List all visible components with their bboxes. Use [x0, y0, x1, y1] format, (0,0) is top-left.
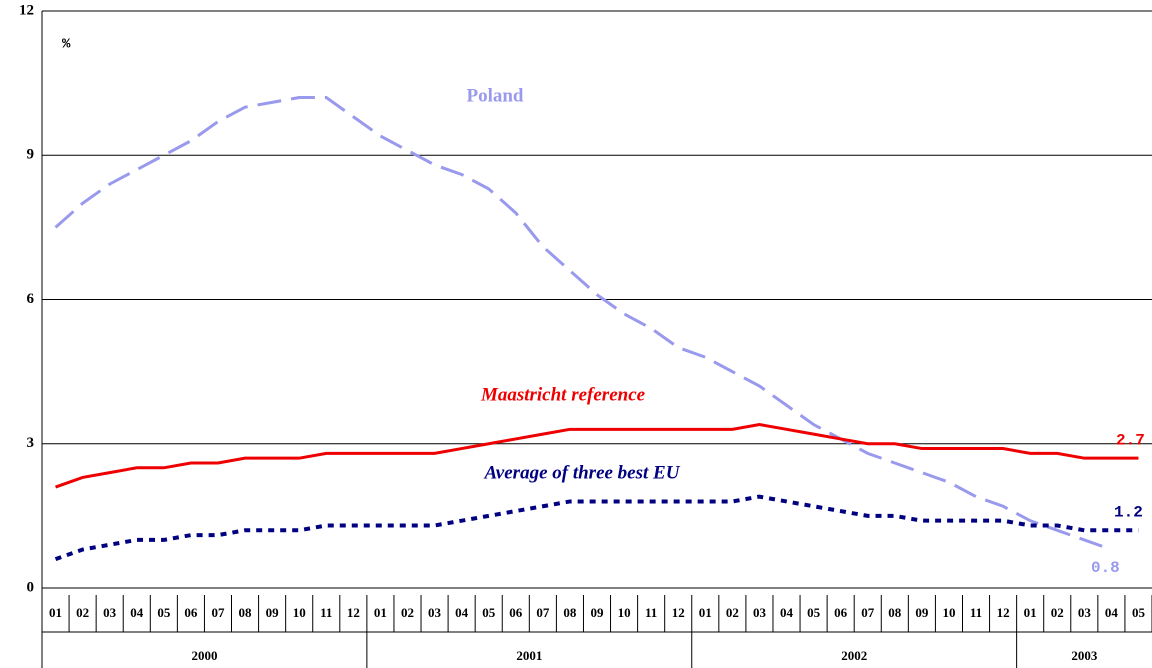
x-tick-label: 09: [266, 605, 280, 620]
x-tick-label: 08: [239, 605, 253, 620]
x-group-label: 2000: [191, 648, 217, 663]
x-tick-label: 01: [374, 605, 387, 620]
x-tick-label: 07: [536, 605, 550, 620]
y-tick-label: 0: [27, 579, 35, 595]
y-tick-label: 12: [19, 2, 34, 18]
line-series: [54, 96, 1112, 551]
x-tick-label: 04: [780, 605, 794, 620]
y-tick-label: 9: [27, 147, 35, 163]
x-tick-label: 12: [997, 605, 1010, 620]
data-label: 1.2: [1114, 504, 1143, 522]
x-tick-label: 03: [428, 605, 442, 620]
line-series: [54, 494, 1139, 562]
series-label: Average of three best EU: [484, 462, 681, 483]
series-label: Maastricht reference: [480, 384, 646, 405]
x-tick-label: 03: [103, 605, 117, 620]
x-tick-label: 06: [834, 605, 848, 620]
x-tick-label: 05: [157, 605, 171, 620]
x-tick-label: 11: [320, 605, 332, 620]
x-group-label: 2001: [516, 648, 542, 663]
x-tick-label: 01: [49, 605, 62, 620]
x-tick-label: 09: [915, 605, 929, 620]
x-tick-label: 04: [1105, 605, 1119, 620]
y-axis-label: %: [62, 37, 71, 53]
x-tick-label: 02: [726, 605, 739, 620]
y-tick-label: 3: [27, 435, 35, 451]
data-label: 0.8: [1091, 559, 1120, 577]
series-label: Poland: [466, 85, 523, 106]
x-tick-label: 05: [1132, 605, 1146, 620]
x-tick-label: 10: [942, 605, 955, 620]
x-tick-label: 07: [211, 605, 225, 620]
x-tick-label: 02: [1051, 605, 1064, 620]
x-tick-label: 11: [970, 605, 982, 620]
x-tick-label: 12: [347, 605, 360, 620]
x-tick-label: 09: [591, 605, 605, 620]
x-tick-label: 08: [888, 605, 902, 620]
x-tick-label: 12: [672, 605, 685, 620]
x-group-label: 2003: [1071, 648, 1098, 663]
x-group-label: 2002: [841, 648, 867, 663]
x-tick-label: 01: [699, 605, 712, 620]
x-tick-label: 08: [563, 605, 577, 620]
x-tick-label: 04: [455, 605, 469, 620]
x-tick-label: 06: [509, 605, 523, 620]
x-tick-label: 03: [1078, 605, 1092, 620]
y-tick-label: 6: [27, 291, 35, 307]
x-tick-label: 03: [753, 605, 767, 620]
line-series: [55, 422, 1139, 489]
x-tick-label: 01: [1024, 605, 1037, 620]
x-tick-label: 04: [130, 605, 144, 620]
x-tick-label: 02: [401, 605, 414, 620]
x-tick-label: 10: [293, 605, 306, 620]
x-tick-label: 07: [861, 605, 875, 620]
x-tick-label: 05: [807, 605, 821, 620]
x-tick-label: 06: [184, 605, 198, 620]
x-tick-label: 11: [645, 605, 657, 620]
data-label: 2.7: [1116, 431, 1145, 449]
x-tick-label: 02: [76, 605, 89, 620]
x-tick-label: 05: [482, 605, 496, 620]
x-tick-label: 10: [618, 605, 631, 620]
